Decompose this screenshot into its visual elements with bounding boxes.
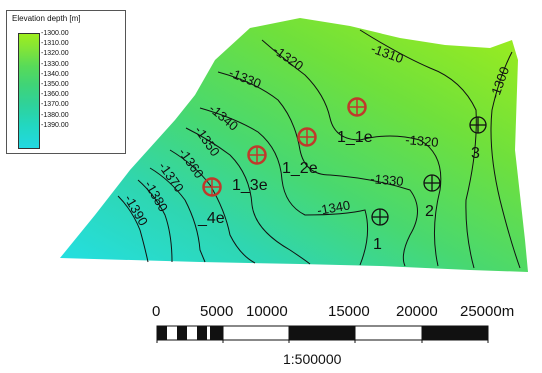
well-label-1_1e: 1_1e: [337, 129, 373, 146]
well-label-3: 3: [471, 145, 480, 162]
well-2[interactable]: [423, 174, 441, 192]
legend-label: -1320.00: [41, 50, 69, 58]
legend-label: -1350.00: [41, 80, 69, 88]
scale-ratio: 1:500000: [283, 351, 342, 367]
contour-1370: [149, 167, 206, 263]
planned-well-icon: [297, 127, 317, 147]
contour-label-1340b: -1340: [316, 197, 351, 218]
planned-well-icon: [202, 177, 222, 197]
planned-well-icon: [247, 145, 267, 165]
scale-tick-25000m: 25000m: [460, 303, 514, 320]
well-3[interactable]: [469, 116, 487, 134]
contour-label-1320b: -1320: [405, 132, 439, 150]
elevation-surface: [60, 18, 528, 272]
scale-tick-10000: 10000: [246, 303, 288, 320]
well-1_4e[interactable]: [202, 177, 222, 197]
well-label-2: 2: [425, 203, 434, 220]
contour-1300: [490, 51, 521, 269]
well-1_2e[interactable]: [297, 127, 317, 147]
well-label-1_4e: _4e: [197, 210, 225, 227]
scale-tick-0: 0: [152, 303, 160, 320]
legend-label: -1300.00: [41, 30, 69, 37]
contour-1380: [137, 179, 173, 263]
contour-1320: [261, 39, 442, 267]
legend-title: Elevation depth [m]: [12, 14, 81, 23]
legend-color-bar: [18, 33, 40, 149]
contour-1350: [185, 127, 311, 265]
contour-label-1330b: -1330: [370, 171, 404, 189]
scale-tick-15000: 15000: [328, 303, 370, 320]
scale-tick-20000: 20000: [396, 303, 438, 320]
contour-1390: [117, 195, 149, 263]
legend-label: -1390.00: [41, 121, 69, 129]
well-label-1_3e: 1_3e: [232, 177, 268, 194]
well-label-1_2e: 1_2e: [282, 160, 318, 177]
well-1_1e[interactable]: [347, 97, 367, 117]
contour-lines: [117, 29, 521, 269]
legend-labels: -1300.00 -1310.00 -1320.00 -1330.00 -134…: [41, 29, 121, 131]
contour-1310: [359, 29, 477, 269]
well-label-1: 1: [373, 236, 382, 253]
legend-label: -1310.00: [41, 40, 69, 48]
well-1[interactable]: [371, 208, 389, 226]
legend-label: -1360.00: [41, 91, 69, 99]
contour-1340: [199, 107, 369, 266]
well-1_3e[interactable]: [247, 145, 267, 165]
legend-label: -1380.00: [41, 111, 69, 119]
scale-tick-5000: 5000: [200, 303, 233, 320]
contour-1360: [169, 149, 256, 264]
map-legend: Elevation depth [m] -1300.00 -1310.00 -1…: [6, 10, 126, 154]
legend-label: -1370.00: [41, 101, 69, 109]
scale-bar: 0 5000 10000 15000 20000 25000m 1:500000: [152, 303, 514, 367]
planned-well-icon: [347, 97, 367, 117]
legend-label: -1340.00: [41, 70, 69, 78]
legend-label: -1330.00: [41, 60, 69, 68]
contour-1330: [217, 71, 418, 267]
